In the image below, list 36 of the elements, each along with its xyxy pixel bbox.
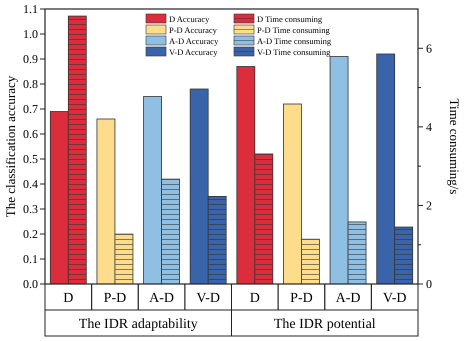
text: The IDR potential	[274, 317, 376, 332]
y-tick-label: 1.1	[23, 2, 38, 16]
y-tick-label: 1.0	[23, 27, 38, 42]
y-tick-label: 0.5	[23, 152, 38, 166]
y-tick-label: 0.7	[23, 102, 38, 116]
legend-label: V-D Time consuming	[257, 47, 332, 57]
y-tick-label: 0.9	[23, 52, 38, 66]
legend-label: P-D Time consuming	[257, 25, 330, 35]
legend-label: P-D Accuracy	[169, 25, 218, 35]
y2-tick-label: 4	[426, 120, 432, 134]
x-tick-label: D	[250, 291, 260, 306]
x-tick-label: P-D	[290, 291, 313, 306]
legend-label: A-D Accuracy	[169, 36, 220, 46]
legend-label: D Time consuming	[257, 14, 323, 24]
x-tick-label: A-D	[149, 291, 174, 306]
y2-axis-title: Time consuming/s	[447, 98, 462, 194]
text: The IDR adaptability	[78, 317, 198, 332]
y-tick-label: 0.4	[23, 177, 38, 192]
y-tick-label: 0.2	[23, 227, 38, 242]
y2-tick-label: 6	[426, 41, 432, 56]
x-tick-label: A-D	[336, 291, 361, 306]
x-tick-label: V-D	[196, 291, 220, 306]
legend-label: A-D Time consuming	[257, 36, 332, 46]
y2-tick-label: 2	[426, 198, 432, 213]
x-tick-label: D	[63, 291, 74, 306]
y-axis-title: The classification accuracy	[3, 75, 18, 218]
x-tick-label: P-D	[104, 291, 126, 306]
y2-tick-label: 0	[426, 277, 432, 292]
y-tick-label: 0.3	[23, 202, 38, 216]
y-tick-label: 0.1	[23, 252, 38, 266]
y-tick-label: 0.0	[23, 277, 38, 292]
y-tick-label: 0.6	[23, 127, 38, 142]
legend-label: D Accuracy	[169, 14, 210, 24]
y-tick-label: 0.8	[23, 77, 38, 92]
x-tick-label: V-D	[382, 291, 406, 306]
legend-label: V-D Accuracy	[169, 47, 218, 57]
